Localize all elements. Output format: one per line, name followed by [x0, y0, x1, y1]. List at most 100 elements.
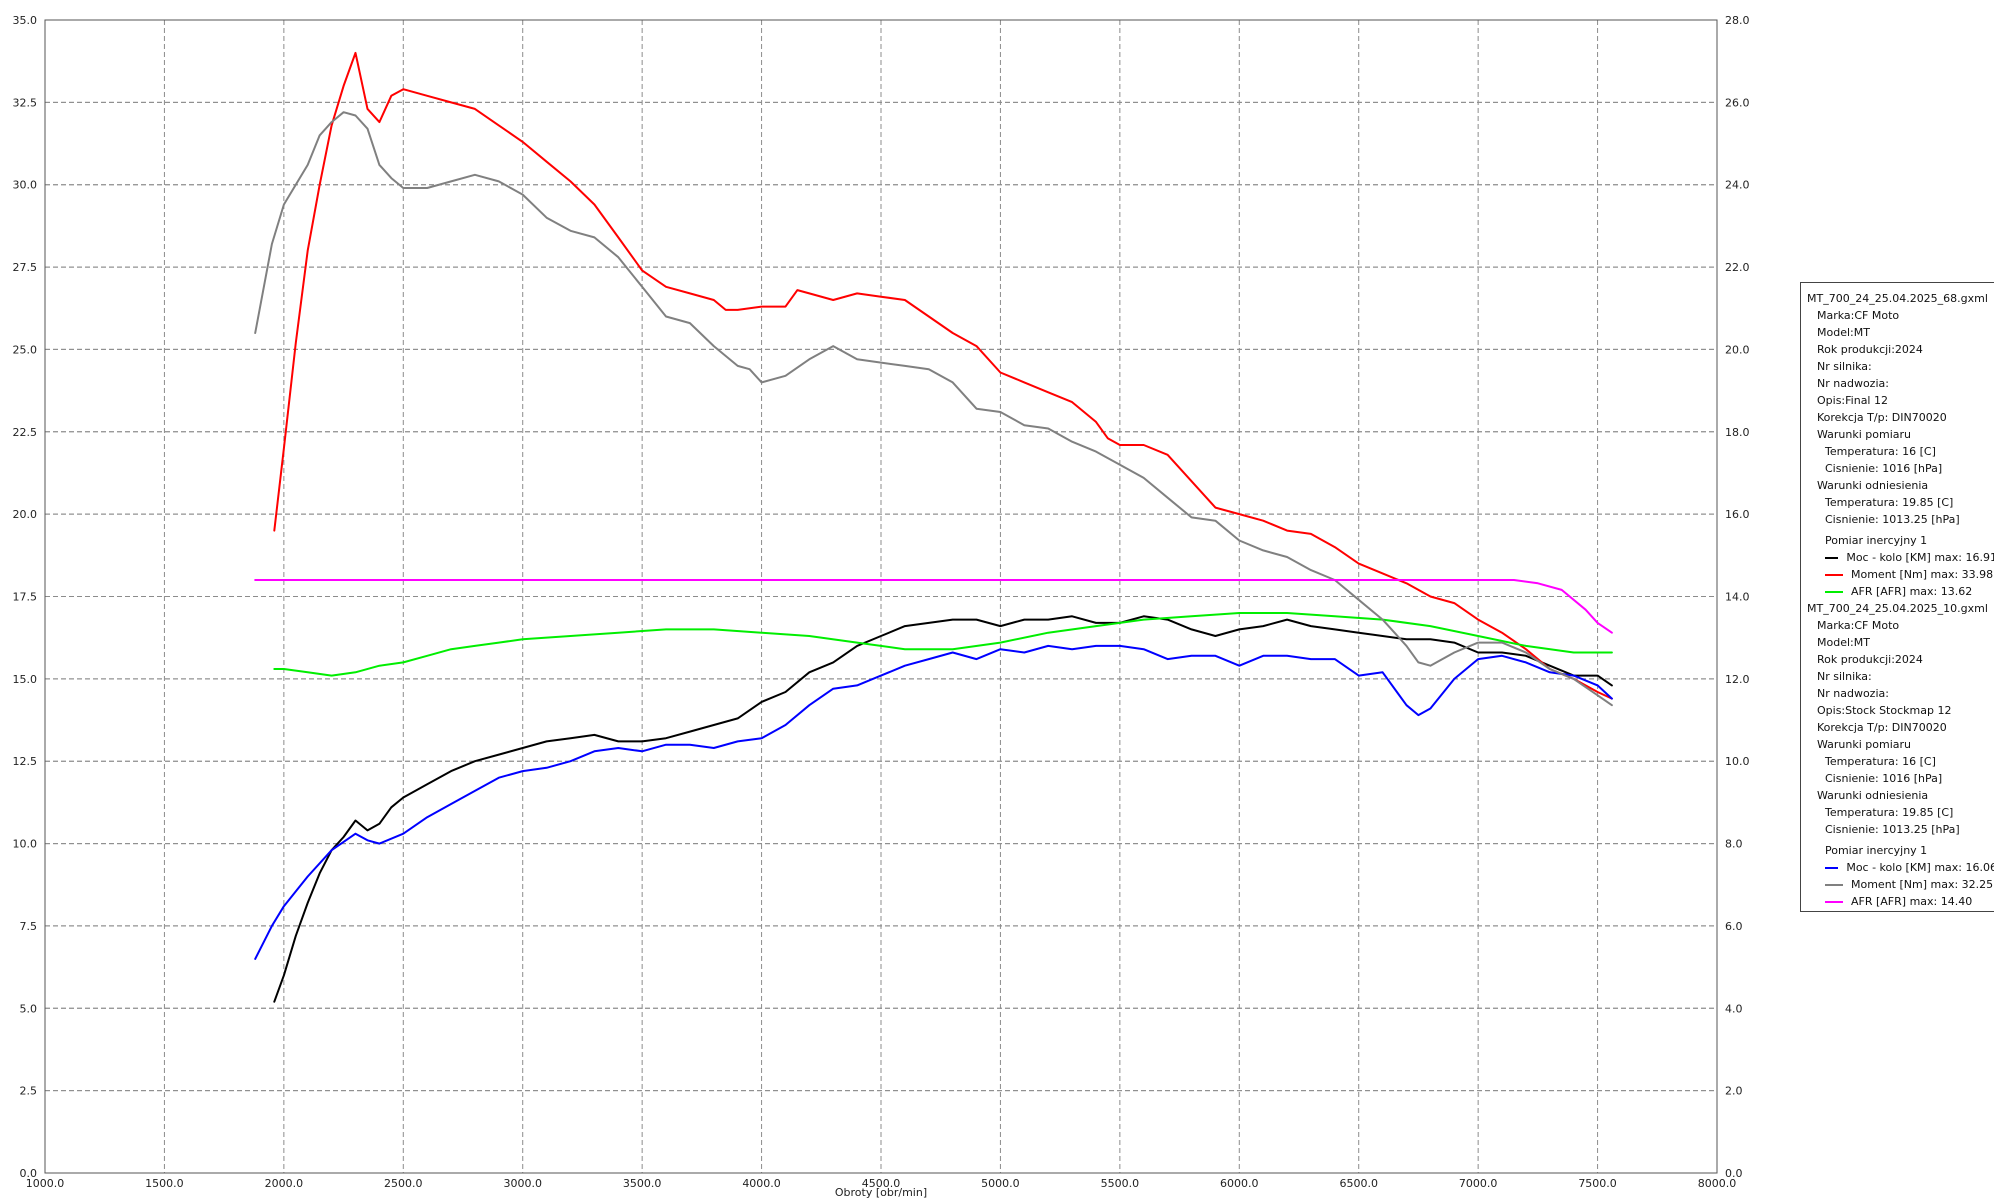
x-axis-ticks: 1000.0 1500.0 2000.0 2500.0 3000.0 3500.0 4000…: [26, 1177, 1737, 1190]
y-right-tick-label: 28.0: [1725, 14, 1750, 27]
legend-meta-line: Korekcja T/p: DIN70020: [1817, 721, 1947, 734]
legend-meta-line: Marka:CF Moto: [1817, 309, 1900, 322]
legend-meta-line: Rok produkcji:2024: [1817, 653, 1923, 666]
x-tick-label: 1500.0: [145, 1177, 184, 1190]
legend-ref-title: Warunki odniesienia: [1817, 479, 1929, 492]
y-right-tick-label: 18.0: [1725, 426, 1750, 439]
y-left-tick-label: 15.0: [13, 673, 38, 686]
legend-meta-line: Korekcja T/p: DIN70020: [1817, 411, 1947, 424]
x-axis-label: Obroty [obr/min]: [835, 1186, 927, 1199]
legend: MT_700_24_25.04.2025_68.gxml Marka:CF Mo…: [1800, 282, 1994, 912]
y-left-tick-label: 25.0: [13, 343, 38, 356]
y-right-tick-label: 10.0: [1725, 755, 1750, 768]
y-right-tick-label: 8.0: [1725, 838, 1743, 851]
legend-inertia: Pomiar inercyjny 1: [1825, 844, 1928, 857]
legend-ref-line: Temperatura: 19.85 [C]: [1825, 806, 1954, 819]
legend-meta-line: Nr nadwozia:: [1817, 687, 1889, 700]
x-tick-label: 4000.0: [742, 1177, 781, 1190]
x-tick-label: 6500.0: [1339, 1177, 1378, 1190]
x-tick-label: 4500.0: [862, 1177, 901, 1190]
legend-meas-line: Cisnienie: 1016 [hPa]: [1825, 462, 1943, 475]
legend-entry-label: Moment [Nm] max: 32.25: [1851, 878, 1994, 891]
legend-ref-line: Temperatura: 19.85 [C]: [1825, 496, 1954, 509]
legend-file-name: MT_700_24_25.04.2025_68.gxml: [1807, 292, 1988, 305]
legend-meta-line: Warunki pomiaru: [1817, 738, 1912, 751]
legend-run-2: MT_700_24_25.04.2025_10.gxml Marka:CF Mo…: [1807, 600, 1994, 910]
y-right-tick-label: 24.0: [1725, 179, 1750, 192]
legend-entry-label: AFR [AFR] max: 14.40: [1851, 895, 1973, 908]
legend-entry: Moc - kolo [KM] max: 16.06: [1807, 859, 1994, 876]
legend-meta-line: Rok produkcji:2024: [1817, 343, 1923, 356]
plot-frame: [44, 19, 1718, 1174]
y-left-tick-label: 10.0: [13, 838, 38, 851]
x-tick-label: 6000.0: [1220, 1177, 1259, 1190]
y-left-tick-label: 12.5: [13, 755, 38, 768]
y-left-tick-label: 22.5: [13, 426, 38, 439]
legend-run-1: MT_700_24_25.04.2025_68.gxml Marka:CF Mo…: [1807, 290, 1994, 600]
legend-meta-line: Nr silnika:: [1817, 670, 1872, 683]
legend-file-name: MT_700_24_25.04.2025_10.gxml: [1807, 602, 1988, 615]
series-line-run1-moc: [273, 615, 1613, 1003]
series-line-run1-moment: [273, 51, 1613, 700]
legend-meta-line: Opis:Final 12: [1817, 394, 1888, 407]
series-line-run2-moc: [254, 644, 1613, 960]
legend-entry: AFR [AFR] max: 14.40: [1807, 893, 1994, 910]
y-left-tick-label: 5.0: [20, 1002, 38, 1015]
x-tick-label: 2500.0: [384, 1177, 423, 1190]
legend-meta-line: Warunki pomiaru: [1817, 428, 1912, 441]
x-tick-label: 8000.0: [1698, 1177, 1737, 1190]
legend-entry: AFR [AFR] max: 13.62: [1807, 583, 1994, 600]
legend-entry-label: Moment [Nm] max: 33.98: [1851, 568, 1994, 581]
y-right-tick-label: 6.0: [1725, 920, 1743, 933]
legend-ref-title: Warunki odniesienia: [1817, 789, 1929, 802]
legend-ref-line: Cisnienie: 1013.25 [hPa]: [1825, 823, 1960, 836]
x-tick-label: 1000.0: [26, 1177, 65, 1190]
legend-meas-line: Temperatura: 16 [C]: [1825, 445, 1936, 458]
y-left-tick-label: 27.5: [13, 261, 38, 274]
legend-inertia: Pomiar inercyjny 1: [1825, 534, 1928, 547]
legend-meas-line: Temperatura: 16 [C]: [1825, 755, 1936, 768]
x-tick-label: 5000.0: [981, 1177, 1020, 1190]
legend-meta-line: Nr silnika:: [1817, 360, 1872, 373]
legend-swatch: [1825, 900, 1843, 903]
y-right-tick-label: 2.0: [1725, 1085, 1743, 1098]
x-tick-label: 7500.0: [1578, 1177, 1617, 1190]
legend-entry: Moc - kolo [KM] max: 16.91: [1807, 549, 1994, 566]
legend-meta-line: Model:MT: [1817, 326, 1870, 339]
legend-meta-line: Opis:Stock Stockmap 12: [1817, 704, 1952, 717]
y-left-tick-label: 17.5: [13, 591, 38, 604]
legend-swatch: [1825, 556, 1839, 559]
y-left-tick-label: 30.0: [13, 179, 38, 192]
y-left-tick-label: 2.5: [20, 1085, 38, 1098]
y-right-tick-label: 4.0: [1725, 1002, 1743, 1015]
legend-entry-label: Moc - kolo [KM] max: 16.06: [1846, 861, 1994, 874]
y-right-tick-label: 0.0: [1725, 1167, 1743, 1180]
series-line-run2-moment: [254, 111, 1613, 707]
legend-entry: Moment [Nm] max: 32.25: [1807, 876, 1994, 893]
x-tick-label: 3500.0: [623, 1177, 662, 1190]
y-left-tick-label: 35.0: [13, 14, 38, 27]
y-right-tick-label: 22.0: [1725, 261, 1750, 274]
series-layer: [254, 51, 1613, 1003]
legend-meas-line: Cisnienie: 1016 [hPa]: [1825, 772, 1943, 785]
legend-meta-line: Marka:CF Moto: [1817, 619, 1900, 632]
legend-swatch: [1825, 883, 1843, 886]
y-right-tick-label: 16.0: [1725, 508, 1750, 521]
x-tick-label: 7000.0: [1459, 1177, 1498, 1190]
y-axis-left-ticks: 0.0 2.5 5.0 7.5 10.0 12.5 15.0 17.5 20.0 22.5 25.0…: [13, 14, 38, 1180]
legend-swatch: [1825, 573, 1843, 576]
y-left-tick-label: 20.0: [13, 508, 38, 521]
y-right-tick-label: 26.0: [1725, 96, 1750, 109]
legend-entry-label: AFR [AFR] max: 13.62: [1851, 585, 1973, 598]
y-left-tick-label: 0.0: [20, 1167, 38, 1180]
legend-meta-line: Nr nadwozia:: [1817, 377, 1889, 390]
x-tick-label: 2000.0: [265, 1177, 304, 1190]
legend-ref-line: Cisnienie: 1013.25 [hPa]: [1825, 513, 1960, 526]
y-right-tick-label: 12.0: [1725, 673, 1750, 686]
legend-meta-line: Model:MT: [1817, 636, 1870, 649]
series-line-run2-afr: [254, 579, 1613, 634]
y-axis-right-ticks: 0.0 2.0 4.0 6.0 8.0 10.0 12.0 14.0 16.0 18.0 20.0 2…: [1725, 14, 1750, 1180]
y-right-tick-label: 20.0: [1725, 343, 1750, 356]
legend-entry: Moment [Nm] max: 33.98: [1807, 566, 1994, 583]
